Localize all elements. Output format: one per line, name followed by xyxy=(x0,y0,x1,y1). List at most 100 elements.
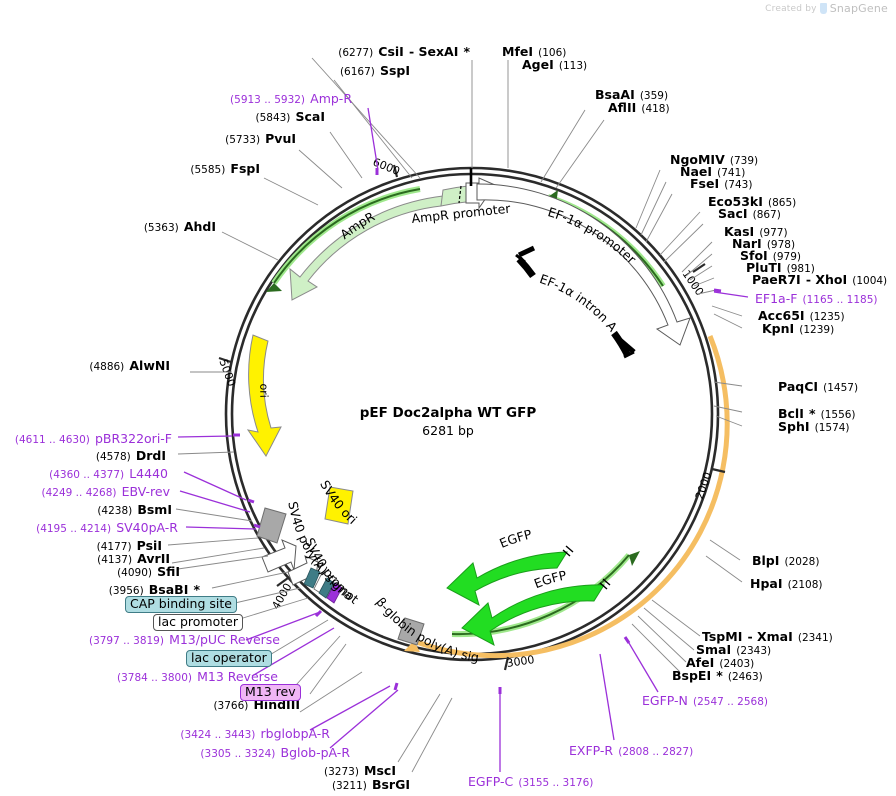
enzyme-label-blpi[interactable]: BlpI (2028) xyxy=(752,552,819,568)
enzyme-name: SfiI xyxy=(157,564,180,579)
watermark-brand: SnapGene xyxy=(829,2,888,15)
enzyme-label-fspi[interactable]: (5585) FspI xyxy=(0,160,260,176)
enzyme-position: (113) xyxy=(558,60,588,72)
primer-label-egfp-c[interactable]: EGFP-C (3155 .. 3176) xyxy=(468,773,593,789)
sv40-ori-box xyxy=(324,486,354,525)
enzyme-label-bsabi[interactable]: (3956) BsaBI * xyxy=(0,581,200,597)
enzyme-label-bcli[interactable]: BclI * (1556) xyxy=(778,405,856,421)
enzyme-position: (4137) xyxy=(97,554,133,566)
enzyme-label-ahdi[interactable]: (5363) AhdI xyxy=(0,218,216,234)
enzyme-label-bsmi[interactable]: (4238) BsmI xyxy=(0,501,172,517)
plasmid-name: pEF Doc2alpha WT GFP xyxy=(359,405,537,421)
enzyme-star: * xyxy=(463,44,470,59)
enzyme-name: SspI xyxy=(379,63,410,78)
enzyme-label-afei[interactable]: AfeI (2403) xyxy=(686,654,754,670)
primer-label-ef1a-f[interactable]: EF1a-F (1165 .. 1185) xyxy=(755,290,878,306)
enzyme-label-tspmi[interactable]: TspMI - XmaI (2341) xyxy=(702,628,833,644)
enzyme-label-sfii[interactable]: (4090) SfiI xyxy=(0,563,180,579)
enzyme-label-kpni[interactable]: KpnI (1239) xyxy=(762,320,834,336)
enzyme-position: (2463) xyxy=(727,671,763,683)
enzyme-label-fsei[interactable]: FseI (743) xyxy=(690,175,752,191)
enzyme-label-sphi[interactable]: SphI (1574) xyxy=(778,418,850,434)
primer-label-m13-puc-reverse[interactable]: (3797 .. 3819) M13/pUC Reverse xyxy=(0,631,280,647)
enzyme-label-naei[interactable]: NaeI (741) xyxy=(680,163,745,179)
enzyme-position: (6167) xyxy=(339,66,375,78)
enzyme-label-paqci[interactable]: PaqCI (1457) xyxy=(778,378,858,394)
enzyme-name: BsmI xyxy=(137,502,172,517)
enzyme-label-drdi[interactable]: (4578) DrdI xyxy=(0,447,166,463)
enzyme-label-ngomiv[interactable]: NgoMIV (739) xyxy=(670,151,758,167)
enzyme-label-bspei[interactable]: BspEI * (2463) xyxy=(672,667,763,683)
ef1a-intron-bracket xyxy=(515,253,635,359)
enzyme-label-saci[interactable]: SacI (867) xyxy=(718,205,781,221)
enzyme-label-kasi[interactable]: KasI (977) xyxy=(724,223,788,239)
enzyme-label-pluti[interactable]: PluTI (981) xyxy=(746,259,815,275)
primer-name: EXFP-R xyxy=(569,743,614,758)
enzyme-position: (1556) xyxy=(820,409,856,421)
enzyme-label-paer7i[interactable]: PaeR7I - XhoI (1004) xyxy=(752,271,887,287)
primer-label-amp-r[interactable]: (5913 .. 5932) Amp-R xyxy=(0,90,352,106)
primer-label-ebv-rev[interactable]: (4249 .. 4268) EBV-rev xyxy=(0,483,170,499)
enzyme-position: (5843) xyxy=(255,112,291,124)
enzyme-position: (6277) xyxy=(338,47,374,59)
enzyme-name: Acc65I xyxy=(758,308,805,323)
enzyme-name: BsaBI xyxy=(148,582,189,597)
enzyme-name: SphI xyxy=(778,419,810,434)
primer-position: (3797 .. 3819) xyxy=(88,635,164,647)
enzyme-name: Eco53kI xyxy=(708,194,763,209)
enzyme-label-hindiii[interactable]: (3766) HindIII xyxy=(0,696,300,712)
primer-name: Amp-R xyxy=(310,91,352,106)
enzyme-label-mfei[interactable]: MfeI (106) xyxy=(502,43,566,59)
enzyme-label-hpai[interactable]: HpaI (2108) xyxy=(750,575,823,591)
feature-box-lac-operator[interactable]: lac operator xyxy=(186,650,272,668)
bglobin-polya-box xyxy=(397,617,425,646)
enzyme-label-nari[interactable]: NarI (978) xyxy=(732,235,795,251)
primer-label-m13-reverse[interactable]: (3784 .. 3800) M13 Reverse xyxy=(0,668,278,684)
feature-box-m13-rev[interactable]: M13 rev xyxy=(240,684,301,702)
enzyme-name: TspMI xyxy=(702,629,743,644)
enzyme-label-pvui[interactable]: (5733) PvuI xyxy=(0,130,296,146)
enzyme-name: PvuI xyxy=(265,131,296,146)
leader-lines-top-left xyxy=(190,57,509,373)
enzyme-label-scai[interactable]: (5843) ScaI xyxy=(0,108,325,124)
enzyme-label-alwni[interactable]: (4886) AlwNI xyxy=(0,357,170,373)
enzyme-name: AfeI xyxy=(686,655,715,670)
enzyme-label-sspi[interactable]: (6167) SspI xyxy=(0,62,410,78)
primer-label-bglob-pa-r[interactable]: (3305 .. 3324) Bglob-pA-R xyxy=(0,744,350,760)
lac-feature-boxes xyxy=(303,567,343,604)
promoter-orange-arc xyxy=(404,335,730,659)
feature-box-lac-promoter[interactable]: lac promoter xyxy=(153,614,243,632)
enzyme-label-csii[interactable]: (6277) CsiI - SexAI * xyxy=(0,43,470,59)
cut-site-ticks xyxy=(469,168,636,354)
primer-label-egfp-n[interactable]: EGFP-N (2547 .. 2568) xyxy=(642,692,768,708)
enzyme-label-avrii[interactable]: (4137) AvrII xyxy=(0,550,170,566)
enzyme-label-eco53ki[interactable]: Eco53kI (865) xyxy=(708,193,796,209)
enzyme-name: AflII xyxy=(608,100,637,115)
enzyme-label-sfoi[interactable]: SfoI (979) xyxy=(740,247,801,263)
enzyme-position: (5733) xyxy=(225,134,261,146)
enzyme-label-msci[interactable]: (3273) MscI xyxy=(0,762,396,778)
primer-name: EBV-rev xyxy=(121,484,170,499)
primer-label-sv40pa-r[interactable]: (4195 .. 4214) SV40pA-R xyxy=(0,519,178,535)
enzyme-position: (2341) xyxy=(797,632,833,644)
enzyme-name: MscI xyxy=(364,763,396,778)
enzyme-name: SmaI xyxy=(696,642,732,657)
enzyme-position: (977) xyxy=(759,227,788,239)
primer-label-exfp-r[interactable]: EXFP-R (2808 .. 2827) xyxy=(569,742,693,758)
enzyme-position: (4090) xyxy=(117,567,152,579)
enzyme-label-bsaai[interactable]: BsaAI (359) xyxy=(595,86,668,102)
primer-label-rbglobpa-r[interactable]: (3424 .. 3443) rbglobpA-R xyxy=(0,725,330,741)
enzyme-name: HindIII xyxy=(253,697,300,712)
enzyme-label-psii[interactable]: (4177) PsiI xyxy=(0,537,162,553)
primer-label-l4440[interactable]: (4360 .. 4377) L4440 xyxy=(0,465,168,481)
enzyme-label-agei[interactable]: AgeI (113) xyxy=(522,56,587,72)
enzyme-label-smai[interactable]: SmaI (2343) xyxy=(696,641,771,657)
enzyme-label-aflii[interactable]: AflII (418) xyxy=(608,99,670,115)
feature-box-cap-binding-site[interactable]: CAP binding site xyxy=(125,596,237,614)
enzyme-position: (1004) xyxy=(852,275,888,287)
enzyme-label-acc65i[interactable]: Acc65I (1235) xyxy=(758,307,845,323)
enzyme-position: (739) xyxy=(729,155,759,167)
feature-label-ef1a-intron: EF-1α intron A xyxy=(538,271,621,335)
primer-label-pbr322ori-f[interactable]: (4611 .. 4630) pBR322ori-F xyxy=(0,430,172,446)
enzyme-label-bsrgi[interactable]: (3211) BsrGI xyxy=(0,776,410,792)
